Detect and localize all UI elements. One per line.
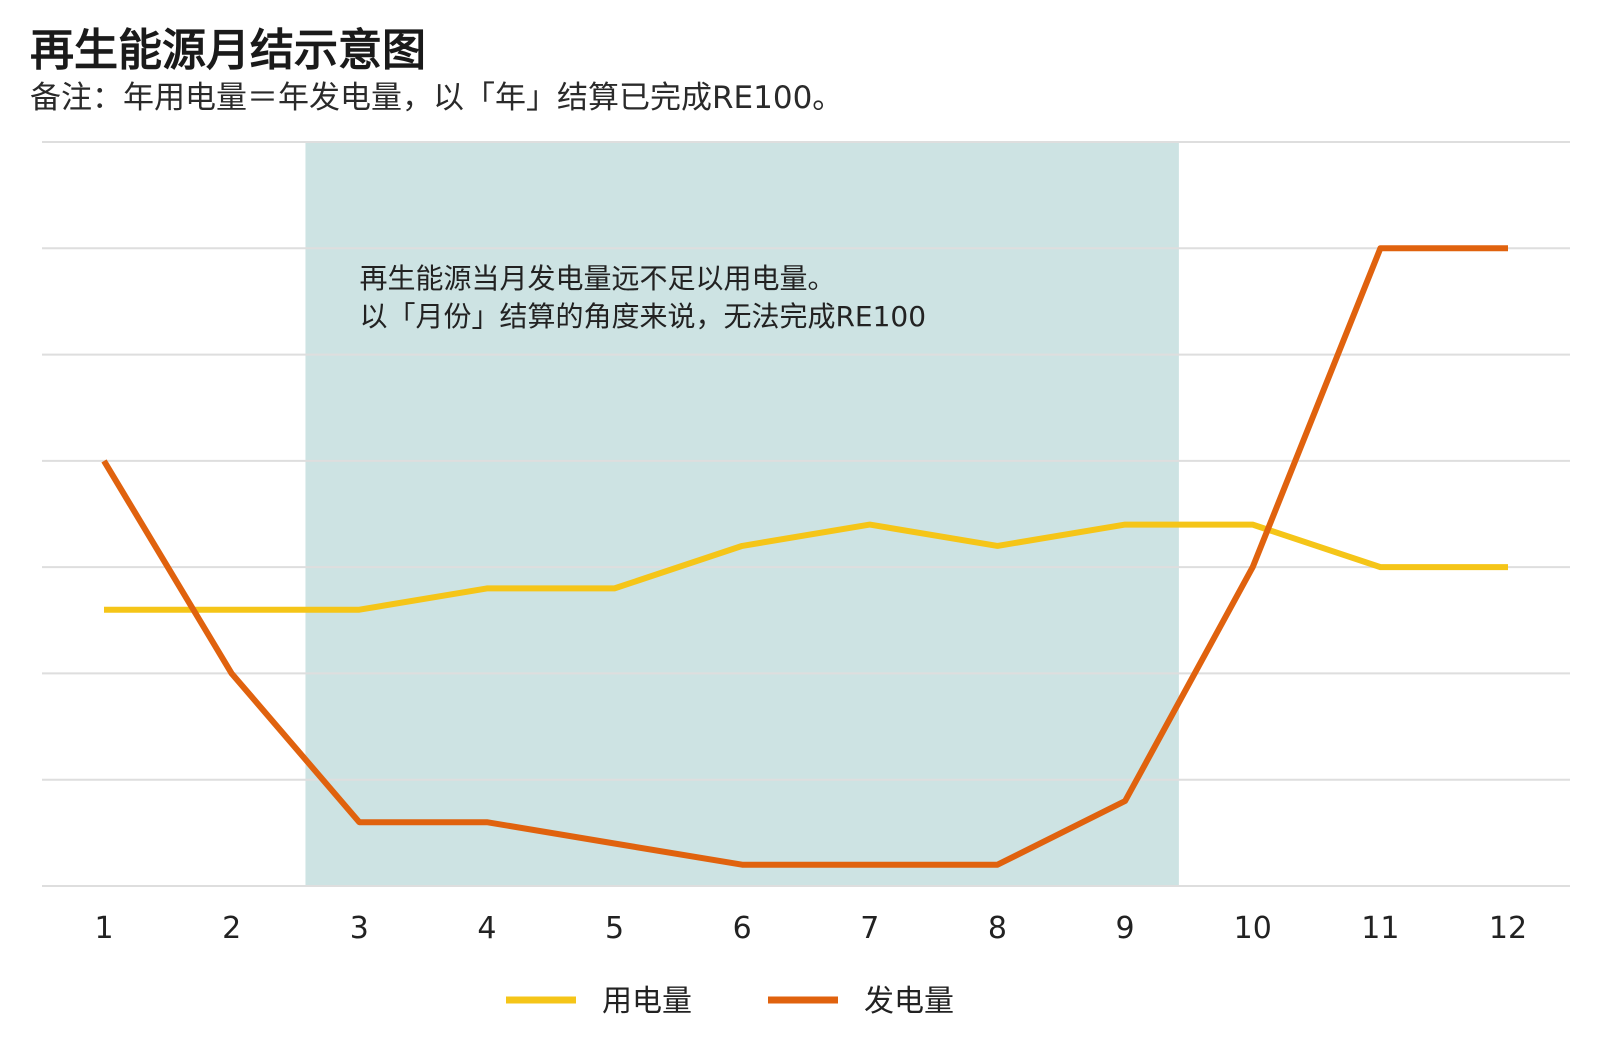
series-line-generation [101, 245, 1508, 868]
x-tick-label: 8 [988, 911, 1007, 946]
highlight-band [305, 142, 1179, 886]
x-tick-label: 2 [222, 911, 241, 946]
legend-label: 发电量 [864, 984, 954, 1019]
gridlines [42, 141, 1570, 887]
highlight-layer [305, 142, 1179, 886]
chart-subtitle: 备注：年用电量＝年发电量，以「年」结算已完成RE100。 [30, 80, 844, 116]
highlight-note: 再生能源当月发电量远不足以用电量。以「月份」结算的角度来说，无法完成RE100 [359, 262, 926, 333]
series-layer [101, 245, 1508, 868]
highlight-note-line: 再生能源当月发电量远不足以用电量。 [359, 262, 835, 295]
legend-label: 用电量 [602, 984, 692, 1019]
x-axis-ticks: 1 2 3 4 5 6 7 8 9 10 11 12 [94, 911, 1527, 946]
x-tick-label: 3 [350, 911, 369, 946]
highlight-note-line: 以「月份」结算的角度来说，无法完成RE100 [359, 300, 926, 333]
x-tick-label: 6 [733, 911, 752, 946]
x-tick-label: 10 [1234, 911, 1272, 946]
series-line-consumption [104, 521, 1508, 613]
chart-title: 再生能源月结示意图 [30, 25, 426, 76]
legend: 用电量 发电量 [506, 984, 954, 1019]
x-tick-label: 12 [1489, 911, 1527, 946]
x-tick-label: 4 [477, 911, 496, 946]
x-tick-label: 9 [1116, 911, 1135, 946]
x-tick-label: 11 [1361, 911, 1399, 946]
x-tick-label: 1 [94, 911, 113, 946]
x-tick-label: 5 [605, 911, 624, 946]
x-tick-label: 7 [860, 911, 879, 946]
